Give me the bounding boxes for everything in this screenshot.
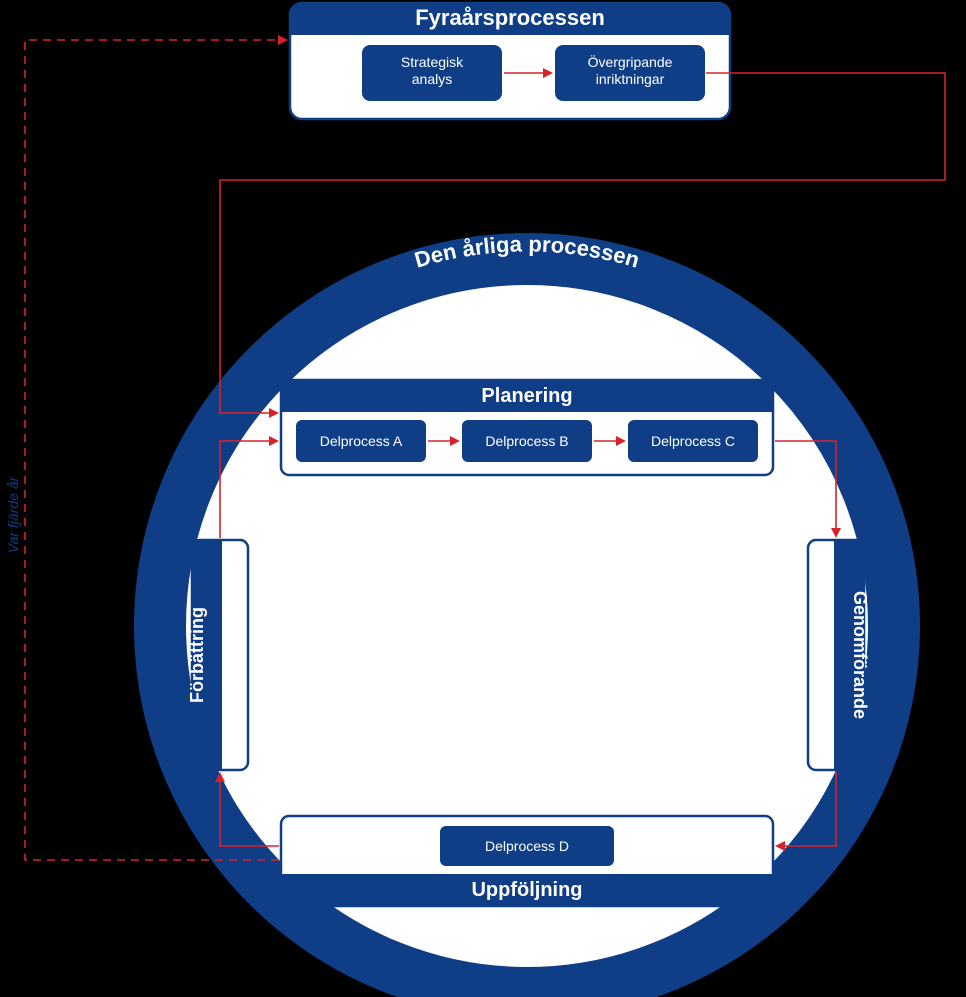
strategisk-line2: analys xyxy=(412,71,452,87)
forbattring-box: Förbättring xyxy=(187,540,248,770)
delD: Delprocess D xyxy=(485,838,569,854)
uppfoljning-box: Uppföljning Delprocess D xyxy=(281,816,773,906)
uppfoljning-title: Uppföljning xyxy=(471,879,582,901)
overgripande-line2: inriktningar xyxy=(596,71,665,87)
delA: Delprocess A xyxy=(320,433,403,449)
planering-box: Planering Delprocess A Delprocess B Delp… xyxy=(281,380,773,475)
genomforande-title: Genomförande xyxy=(850,591,870,719)
delB: Delprocess B xyxy=(485,433,568,449)
four-year-process-box: Fyraårsprocessen Strategisk analys Överg… xyxy=(290,3,730,119)
planering-title: Planering xyxy=(481,385,572,407)
strategisk-line1: Strategisk xyxy=(401,54,464,70)
delC: Delprocess C xyxy=(651,433,735,449)
four-year-title: Fyraårsprocessen xyxy=(415,5,605,30)
side-label: Var fjärde år xyxy=(5,475,21,553)
genomforande-box: Genomförande xyxy=(808,540,870,770)
forbattring-title: Förbättring xyxy=(187,607,207,703)
overgripande-line1: Övergripande xyxy=(588,53,673,70)
